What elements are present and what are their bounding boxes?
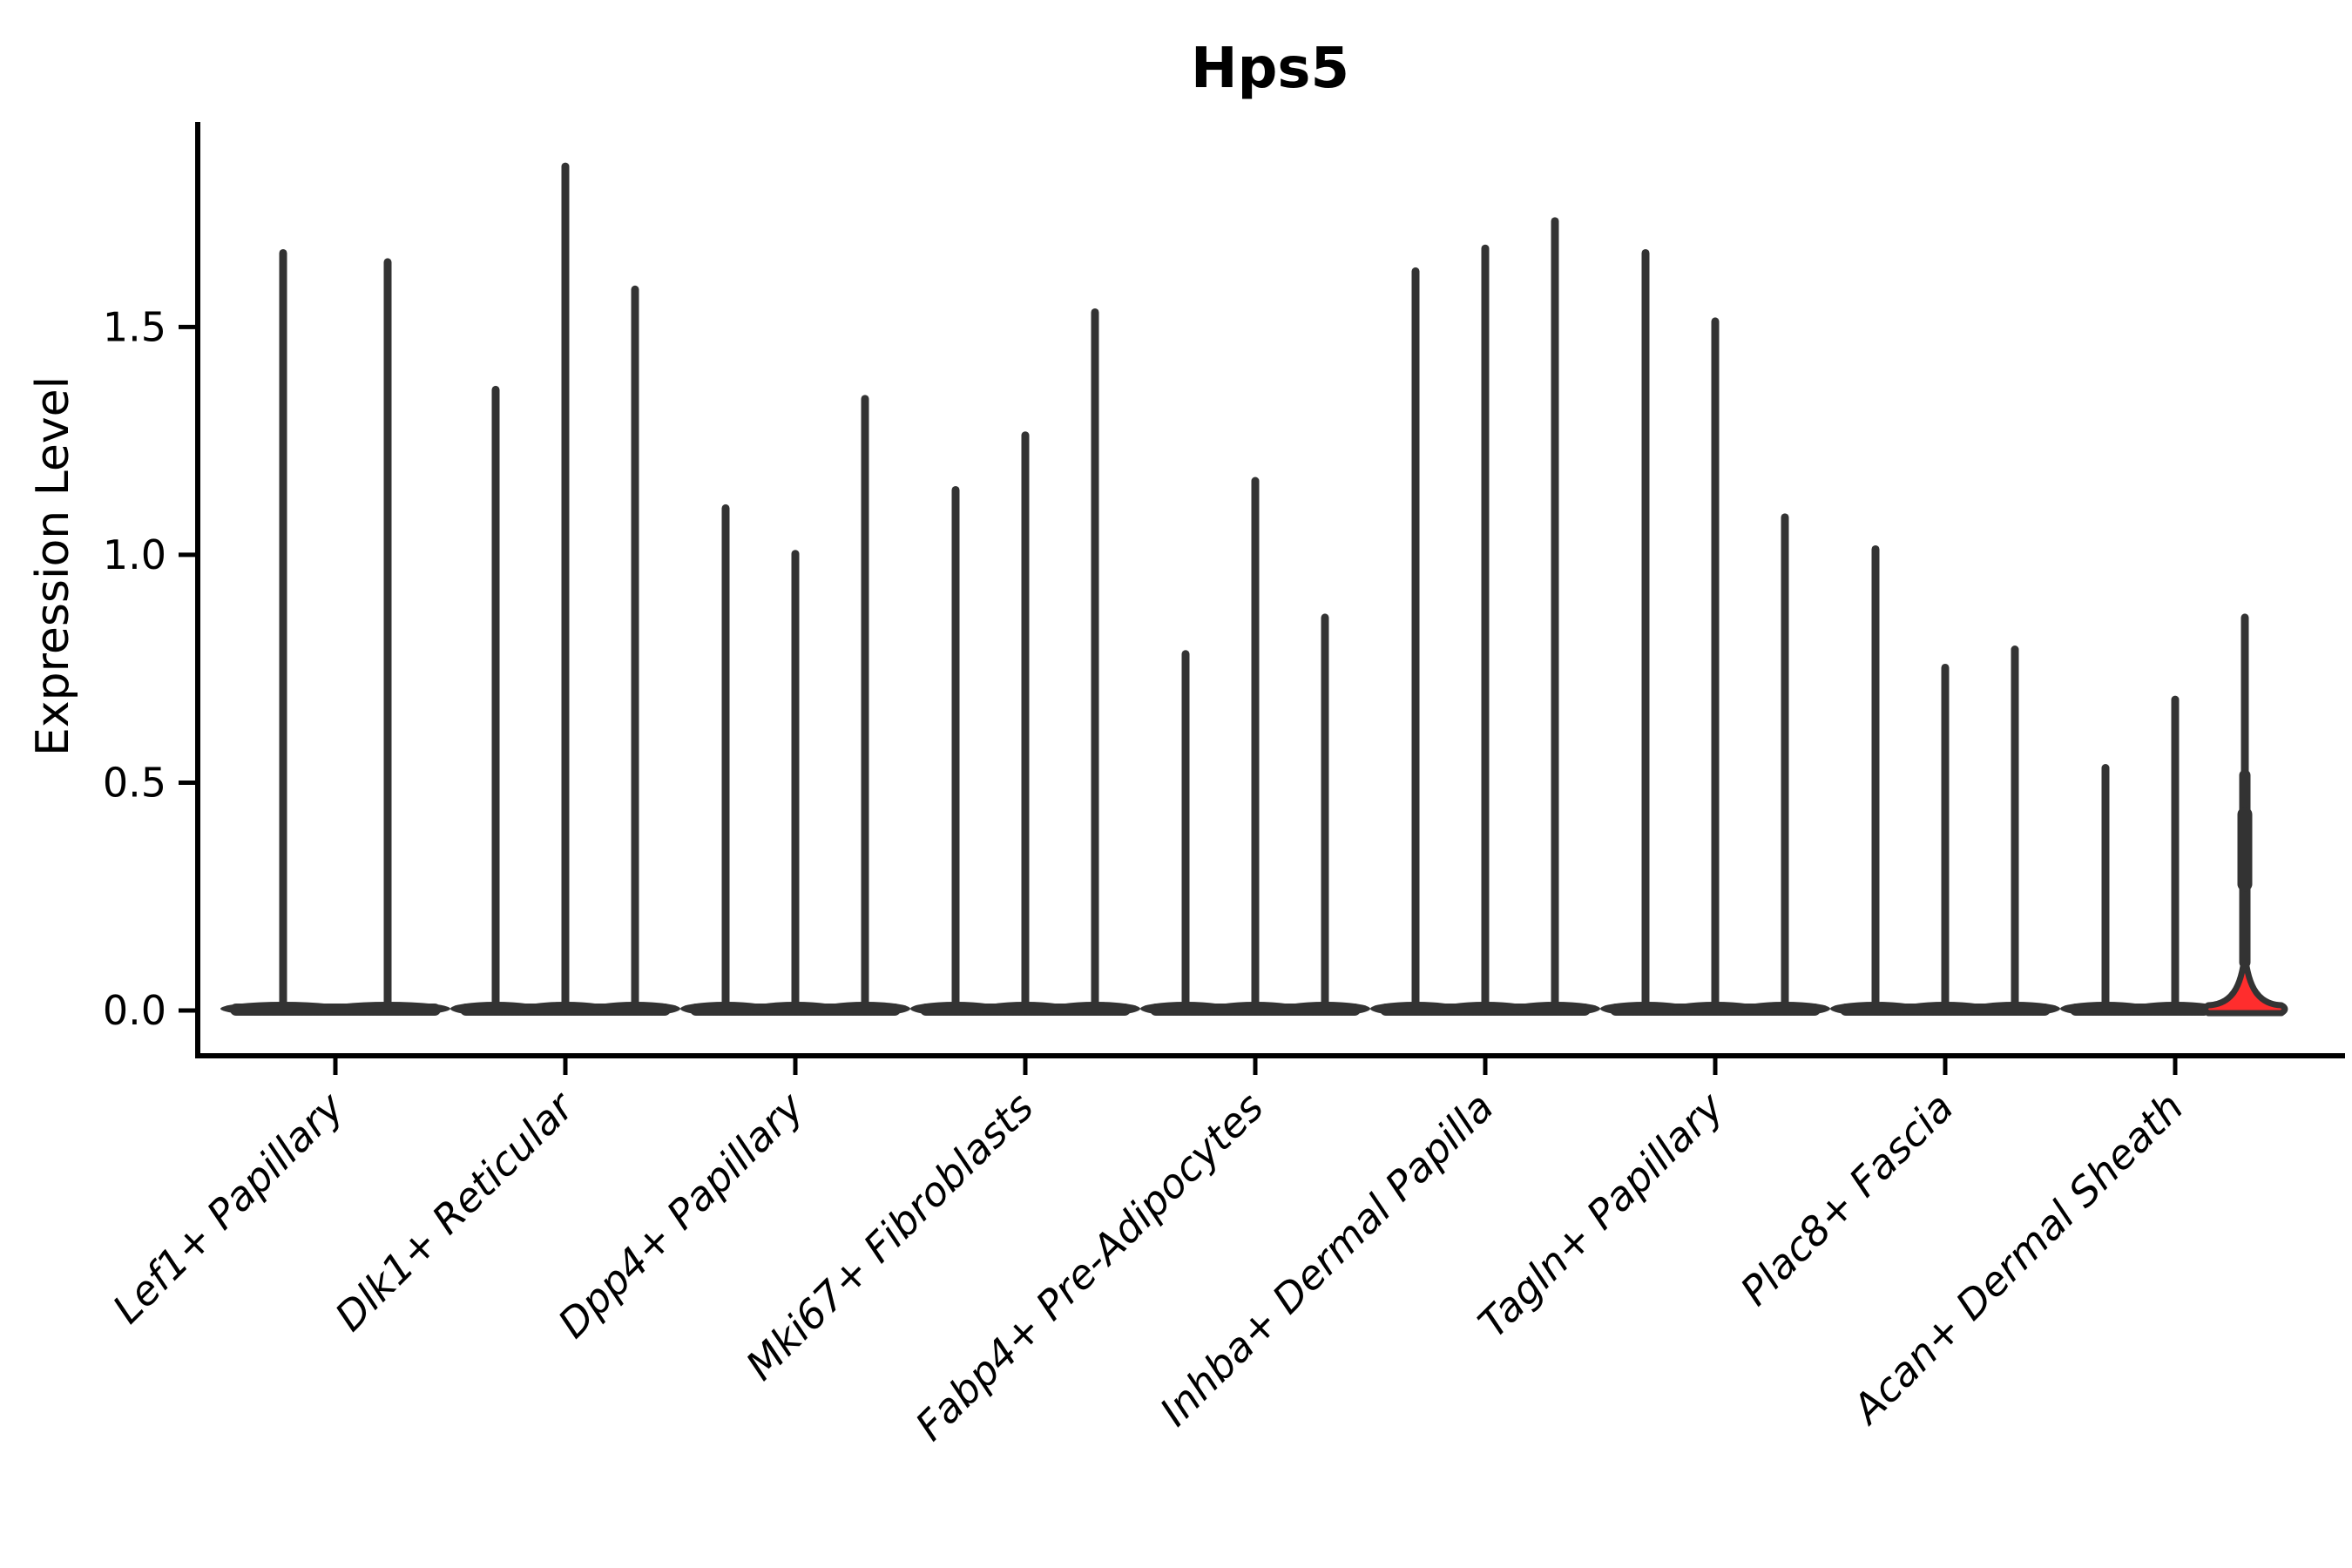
y-tick-label: 0.0 <box>103 987 166 1034</box>
y-tick-label: 1.0 <box>103 531 166 578</box>
violin-acan-dermal-sheath-3-base <box>2201 950 2288 1017</box>
chart-title: Hps5 <box>1191 37 1349 101</box>
y-axis-label: Expression Level <box>27 376 79 756</box>
x-category-label-plac8-fascia: Plac8+ Fascia <box>1731 1084 1962 1315</box>
x-category-label-tagln-papillary: Tagln+ Papillary <box>1469 1083 1733 1347</box>
y-tick-label: 0.5 <box>103 759 166 806</box>
y-tick-label: 1.5 <box>103 303 166 350</box>
x-category-label-dpp4-papillary: Dpp4+ Papillary <box>549 1083 813 1347</box>
x-category-label-dlk1-reticular: Dlk1+ Reticular <box>326 1081 585 1340</box>
x-category-label-lef1-papillary: Lef1+ Papillary <box>104 1083 353 1332</box>
